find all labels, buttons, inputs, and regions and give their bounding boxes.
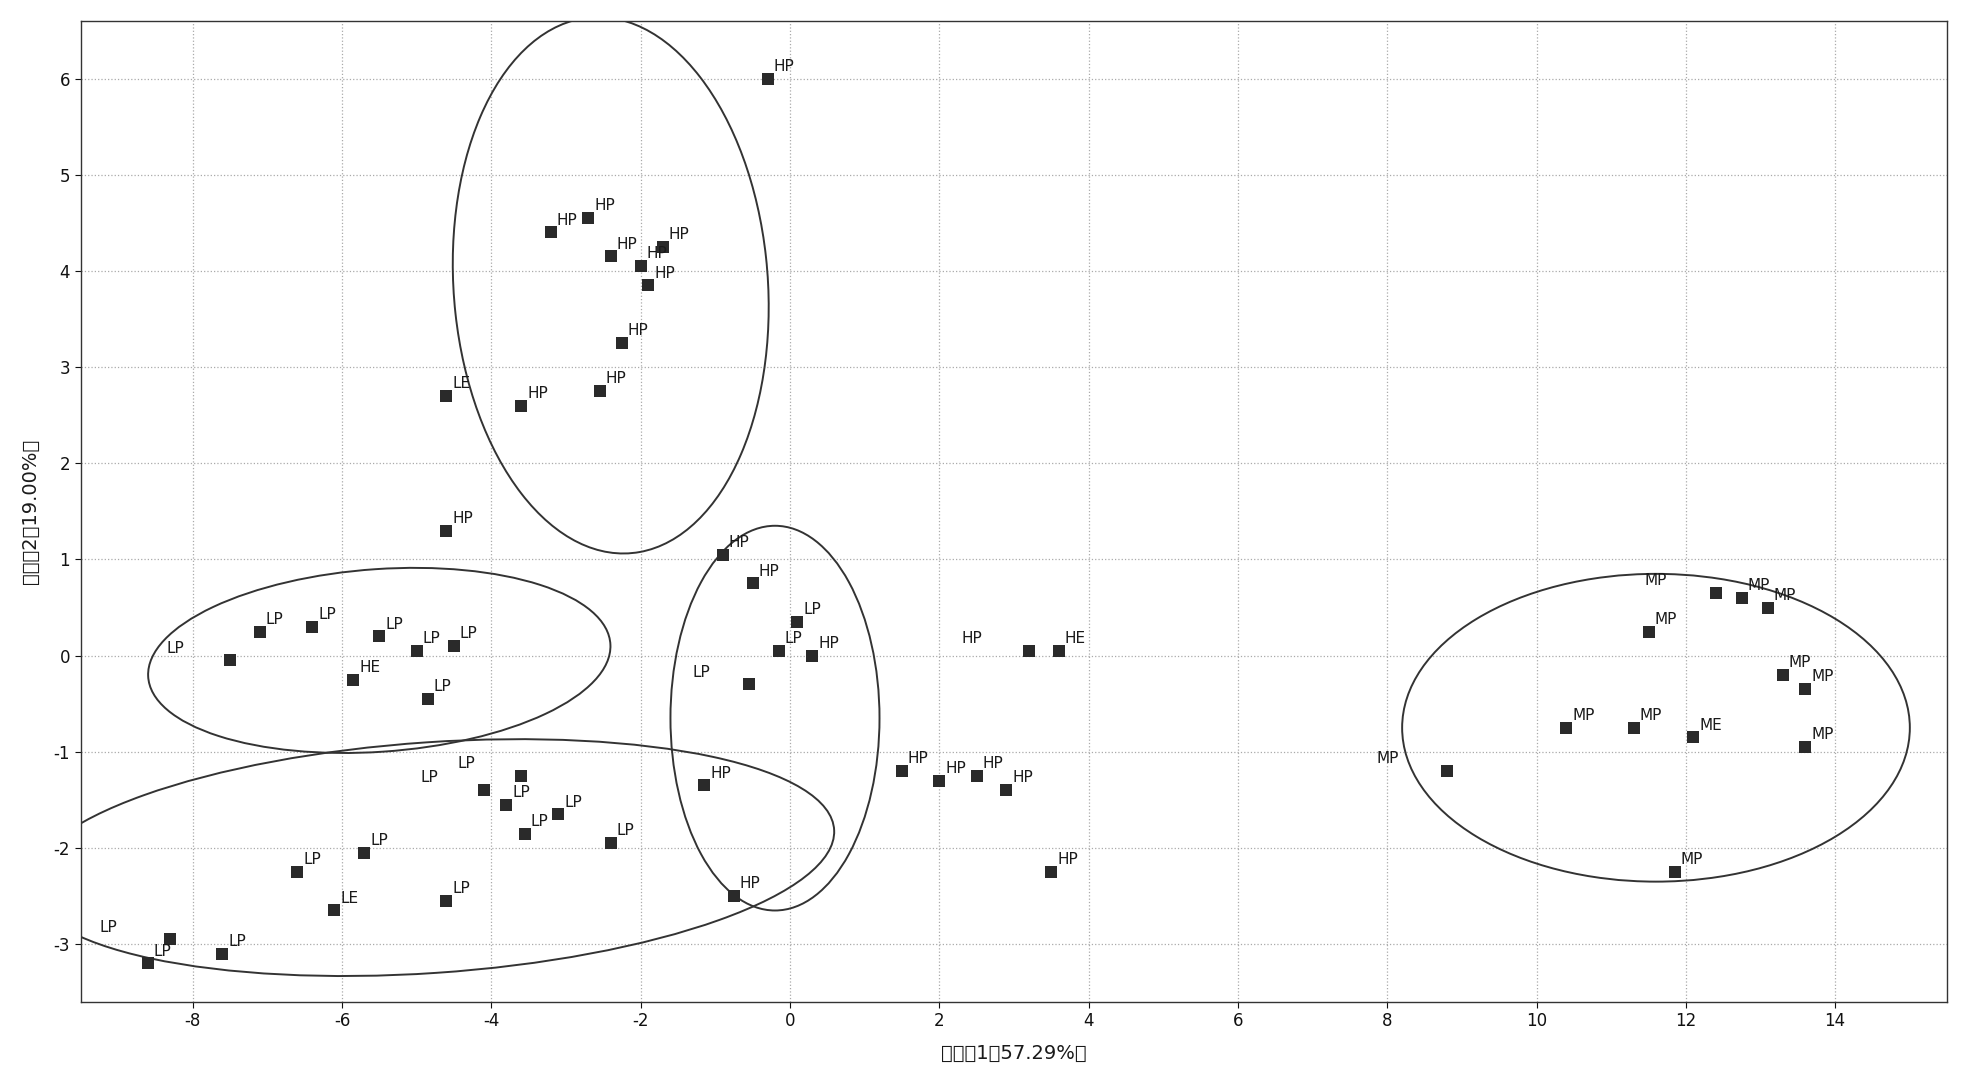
Text: LP: LP — [423, 631, 441, 646]
Text: HP: HP — [962, 631, 982, 646]
Text: HP: HP — [557, 212, 579, 228]
Text: LP: LP — [319, 607, 337, 622]
Text: ME: ME — [1698, 718, 1722, 733]
Text: LP: LP — [266, 611, 283, 627]
Text: HE: HE — [358, 660, 380, 675]
Text: HP: HP — [527, 386, 547, 401]
Text: LE: LE — [453, 376, 470, 391]
Text: LE: LE — [340, 891, 358, 905]
Text: HP: HP — [628, 323, 649, 338]
Text: LP: LP — [785, 631, 803, 646]
X-axis label: 主成分1（57.29%）: 主成分1（57.29%） — [941, 1044, 1086, 1063]
Text: HP: HP — [653, 266, 675, 281]
Text: MP: MP — [1811, 727, 1834, 743]
Text: MP: MP — [1572, 708, 1594, 723]
Text: LP: LP — [803, 602, 821, 617]
Text: LP: LP — [453, 881, 470, 896]
Text: LP: LP — [370, 833, 388, 848]
Text: HP: HP — [740, 876, 762, 891]
Text: MP: MP — [1639, 708, 1661, 723]
Text: MP: MP — [1748, 578, 1769, 593]
Text: LP: LP — [565, 795, 583, 810]
Text: HP: HP — [1012, 771, 1033, 786]
Text: LP: LP — [303, 852, 321, 867]
Text: HP: HP — [647, 246, 667, 261]
Text: HP: HP — [616, 236, 638, 251]
Text: MP: MP — [1811, 670, 1834, 684]
Text: LP: LP — [421, 771, 439, 786]
Text: LP: LP — [512, 785, 529, 800]
Text: HP: HP — [594, 198, 616, 214]
Text: MP: MP — [1681, 852, 1702, 867]
Text: HP: HP — [453, 511, 472, 526]
Text: LP: LP — [167, 641, 185, 656]
Text: LP: LP — [459, 756, 476, 771]
Text: MP: MP — [1655, 611, 1677, 627]
Text: HE: HE — [1065, 631, 1086, 646]
Text: HP: HP — [728, 534, 750, 550]
Text: LP: LP — [98, 919, 116, 934]
Y-axis label: 主成分2（19.00%）: 主成分2（19.00%） — [22, 439, 39, 584]
Text: HP: HP — [773, 59, 795, 74]
Text: HP: HP — [1057, 852, 1078, 867]
Text: MP: MP — [1376, 751, 1399, 766]
Text: HP: HP — [819, 636, 838, 650]
Text: LP: LP — [386, 617, 403, 632]
Text: MP: MP — [1645, 573, 1667, 589]
Text: LP: LP — [531, 814, 549, 829]
Text: LP: LP — [693, 664, 710, 680]
Text: HP: HP — [710, 765, 730, 780]
Text: HP: HP — [669, 227, 689, 242]
Text: LP: LP — [461, 627, 478, 642]
Text: HP: HP — [982, 756, 1004, 771]
Text: MP: MP — [1789, 655, 1811, 670]
Text: HP: HP — [758, 564, 779, 579]
Text: HP: HP — [907, 751, 929, 766]
Text: MP: MP — [1773, 588, 1797, 603]
Text: LP: LP — [154, 943, 171, 958]
Text: LP: LP — [228, 934, 246, 948]
Text: HP: HP — [945, 761, 966, 776]
Text: LP: LP — [433, 679, 451, 694]
Text: HP: HP — [606, 372, 626, 386]
Text: LP: LP — [616, 824, 634, 838]
